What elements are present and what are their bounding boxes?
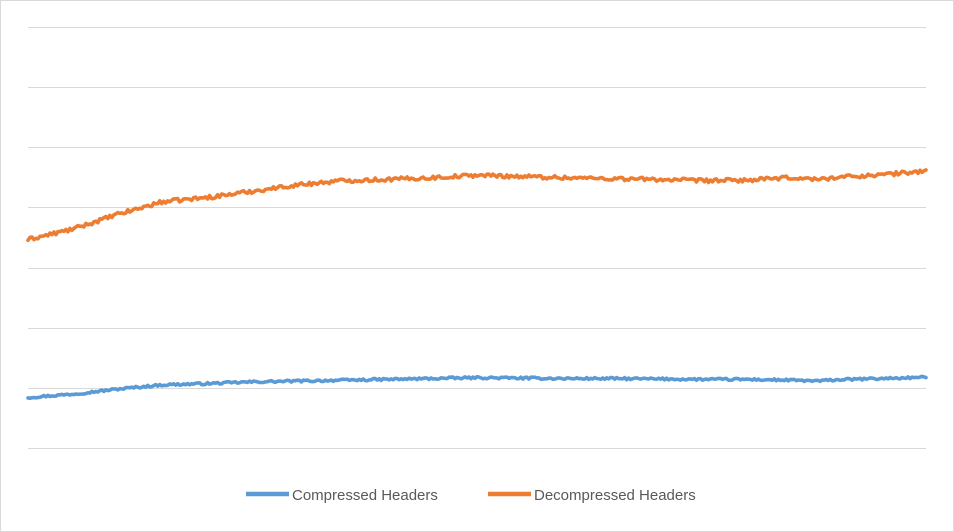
series-lines (26, 168, 928, 401)
series-line-compressed-headers (26, 374, 928, 401)
series-line-decompressed-headers (26, 168, 928, 243)
gridlines (28, 27, 926, 449)
legend-item-decompressed-headers: Decompressed Headers (488, 487, 696, 504)
legend-label-decompressed-headers: Decompressed Headers (534, 487, 696, 504)
legend-label-compressed-headers: Compressed Headers (292, 487, 438, 504)
legend-item-compressed-headers: Compressed Headers (246, 487, 438, 504)
legend: Compressed Headers Decompressed Headers (246, 487, 696, 504)
